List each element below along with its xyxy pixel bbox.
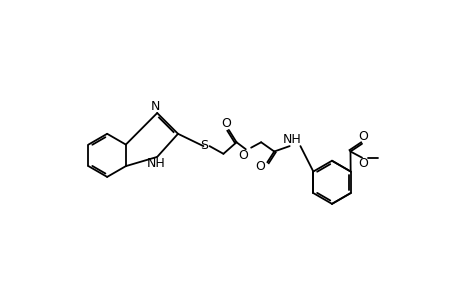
- Text: O: O: [255, 160, 265, 172]
- Text: O: O: [238, 149, 248, 162]
- Text: NH: NH: [282, 134, 301, 146]
- Text: NH: NH: [146, 157, 165, 169]
- Text: N: N: [151, 100, 160, 113]
- Text: O: O: [358, 130, 368, 143]
- Text: S: S: [200, 139, 208, 152]
- Text: O: O: [221, 117, 231, 130]
- Text: O: O: [358, 157, 368, 170]
